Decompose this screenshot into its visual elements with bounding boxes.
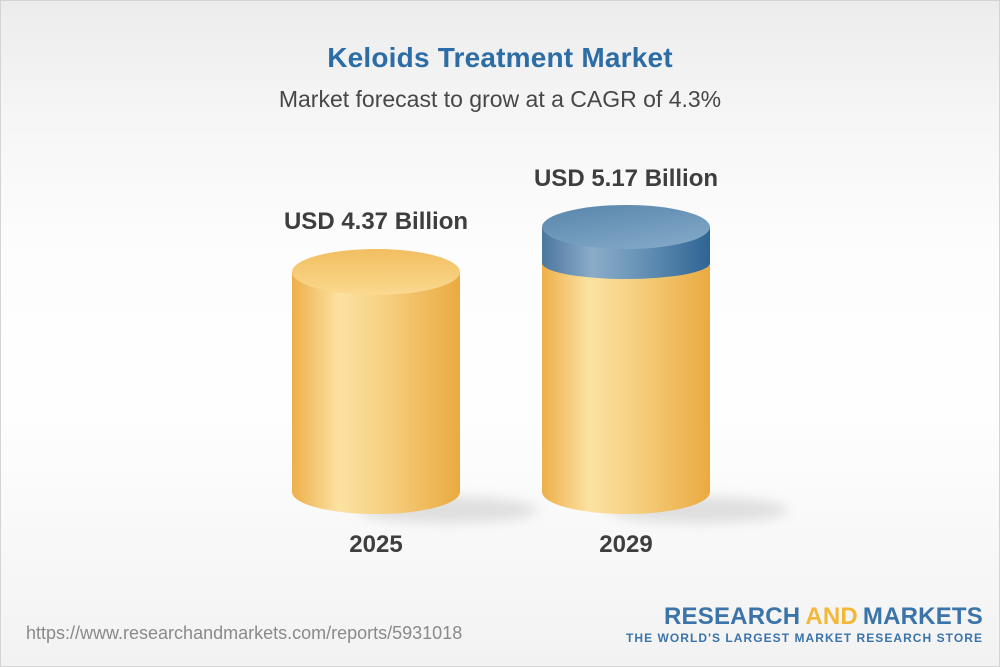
report-url: https://www.researchandmarkets.com/repor… xyxy=(26,623,463,643)
category-label-2025: 2025 xyxy=(349,531,403,558)
cylinder-2029-base-segment xyxy=(542,263,710,514)
cylinder-2025-body xyxy=(292,272,460,514)
logo-word-markets: MARKETS xyxy=(862,603,983,630)
cylinder-2025-top xyxy=(292,249,460,295)
cylinder-2029-top xyxy=(542,205,710,249)
cylinder-2025 xyxy=(292,249,460,514)
page-subtitle: Market forecast to grow at a CAGR of 4.3… xyxy=(278,86,722,112)
logo-tagline: THE WORLD'S LARGEST MARKET RESEARCH STOR… xyxy=(625,631,983,646)
research-and-markets-logo: RESEARCH AND MARKETS THE WORLD'S LARGEST M… xyxy=(625,603,983,646)
logo-word-and: AND xyxy=(805,603,858,630)
page-title: Keloids Treatment Market xyxy=(327,42,673,73)
logo-word-research: RESEARCH xyxy=(664,603,801,630)
bar-value-label-2025: USD 4.37 Billion xyxy=(283,208,469,235)
logo-wordmark: RESEARCH AND MARKETS xyxy=(626,603,983,630)
category-label-2029: 2029 xyxy=(599,531,653,558)
bar-value-label-2029: USD 5.17 Billion xyxy=(533,165,719,192)
cylinder-2029 xyxy=(542,205,710,514)
